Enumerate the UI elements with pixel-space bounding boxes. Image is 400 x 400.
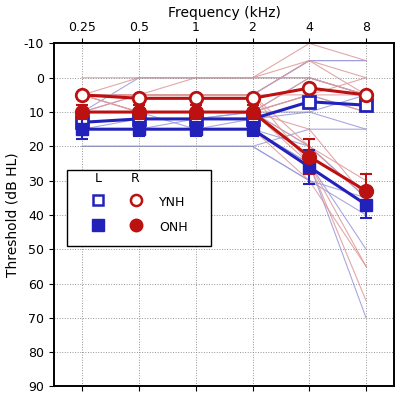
Text: ONH: ONH (160, 222, 188, 234)
Bar (68, 170, 210, 246)
Text: R: R (131, 172, 140, 185)
Text: L: L (95, 172, 102, 185)
Text: YNH: YNH (160, 196, 186, 210)
X-axis label: Frequency (kHz): Frequency (kHz) (168, 6, 280, 20)
Y-axis label: Threshold (dB HL): Threshold (dB HL) (6, 153, 20, 277)
